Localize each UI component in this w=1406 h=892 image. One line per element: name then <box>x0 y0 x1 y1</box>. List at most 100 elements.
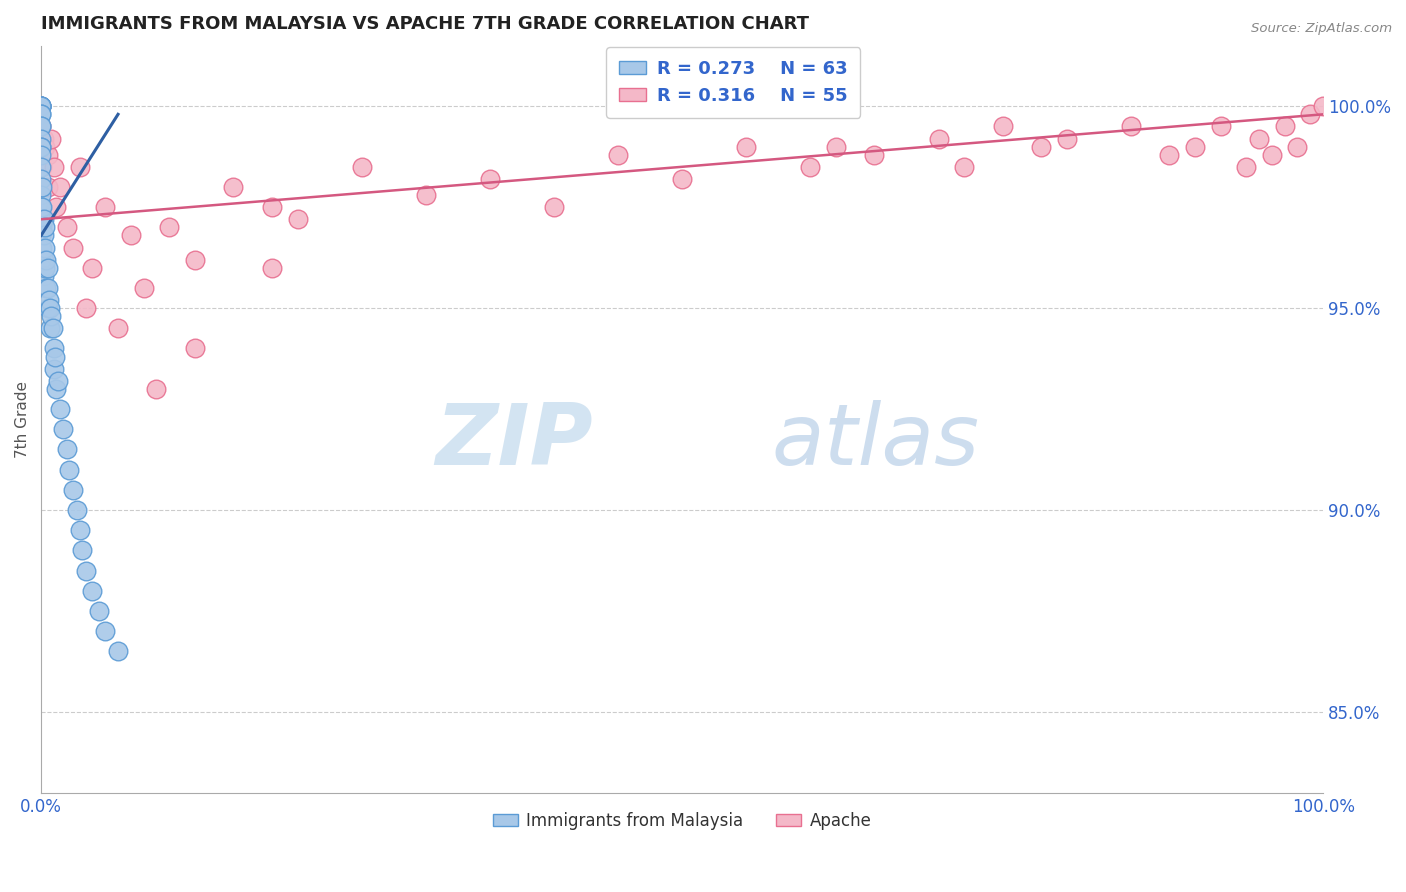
Point <box>41 309 63 323</box>
Point <box>1119 120 1142 134</box>
Point <box>260 260 283 275</box>
Point <box>42 160 65 174</box>
Point <box>87 604 110 618</box>
Point <box>350 160 373 174</box>
Point <box>32 268 55 283</box>
Point <box>32 228 55 243</box>
Point <box>287 212 309 227</box>
Point <box>69 523 91 537</box>
Point <box>1247 131 1270 145</box>
Point <box>478 172 501 186</box>
Point <box>735 139 758 153</box>
Point <box>30 139 52 153</box>
Point <box>49 402 72 417</box>
Point <box>30 120 52 134</box>
Point <box>31 220 53 235</box>
Point <box>30 139 52 153</box>
Point <box>30 99 52 113</box>
Point <box>34 241 56 255</box>
Point <box>30 172 52 186</box>
Point <box>30 212 52 227</box>
Point <box>31 180 53 194</box>
Point <box>799 160 821 174</box>
Point <box>37 281 59 295</box>
Legend: Immigrants from Malaysia, Apache: Immigrants from Malaysia, Apache <box>486 805 879 837</box>
Point <box>30 220 52 235</box>
Point <box>69 160 91 174</box>
Point <box>132 281 155 295</box>
Point <box>42 361 65 376</box>
Point <box>671 172 693 186</box>
Point <box>94 200 117 214</box>
Point <box>32 252 55 267</box>
Point <box>30 188 52 202</box>
Text: ZIP: ZIP <box>434 401 592 483</box>
Point <box>30 107 52 121</box>
Point <box>82 260 104 275</box>
Point <box>30 99 52 113</box>
Point <box>82 583 104 598</box>
Point <box>58 462 80 476</box>
Point <box>32 131 55 145</box>
Point <box>52 422 75 436</box>
Point <box>45 200 67 214</box>
Point <box>30 160 52 174</box>
Point <box>991 120 1014 134</box>
Point <box>1299 107 1322 121</box>
Point <box>66 503 89 517</box>
Point <box>260 200 283 214</box>
Point <box>37 147 59 161</box>
Point <box>120 228 142 243</box>
Text: IMMIGRANTS FROM MALAYSIA VS APACHE 7TH GRADE CORRELATION CHART: IMMIGRANTS FROM MALAYSIA VS APACHE 7TH G… <box>41 15 808 33</box>
Point <box>30 120 52 134</box>
Point <box>30 99 52 113</box>
Point <box>107 321 129 335</box>
Point <box>863 147 886 161</box>
Point <box>42 342 65 356</box>
Point <box>30 200 52 214</box>
Point <box>543 200 565 214</box>
Point <box>35 252 58 267</box>
Point <box>38 293 60 307</box>
Point <box>55 442 77 457</box>
Text: atlas: atlas <box>772 401 980 483</box>
Point <box>607 147 630 161</box>
Point <box>34 220 56 235</box>
Point <box>1234 160 1257 174</box>
Point <box>44 350 66 364</box>
Point <box>30 120 52 134</box>
Point <box>184 252 207 267</box>
Point <box>1029 139 1052 153</box>
Point <box>184 342 207 356</box>
Point <box>222 180 245 194</box>
Point <box>32 212 55 227</box>
Point <box>62 241 84 255</box>
Point <box>62 483 84 497</box>
Point <box>75 564 97 578</box>
Point <box>1056 131 1078 145</box>
Text: Source: ZipAtlas.com: Source: ZipAtlas.com <box>1251 22 1392 36</box>
Point <box>30 107 52 121</box>
Point <box>30 147 52 161</box>
Point <box>30 99 52 113</box>
Point <box>34 139 56 153</box>
Point <box>1184 139 1206 153</box>
Point <box>1159 147 1181 161</box>
Y-axis label: 7th Grade: 7th Grade <box>15 381 30 458</box>
Point <box>94 624 117 639</box>
Point <box>46 374 69 388</box>
Point <box>45 382 67 396</box>
Point <box>30 241 52 255</box>
Point <box>30 99 52 113</box>
Point <box>41 131 63 145</box>
Point <box>31 200 53 214</box>
Point <box>30 139 52 153</box>
Point <box>31 260 53 275</box>
Point <box>30 220 52 235</box>
Point <box>37 301 59 315</box>
Point <box>30 228 52 243</box>
Point <box>75 301 97 315</box>
Point <box>39 301 62 315</box>
Point <box>34 260 56 275</box>
Point <box>37 180 59 194</box>
